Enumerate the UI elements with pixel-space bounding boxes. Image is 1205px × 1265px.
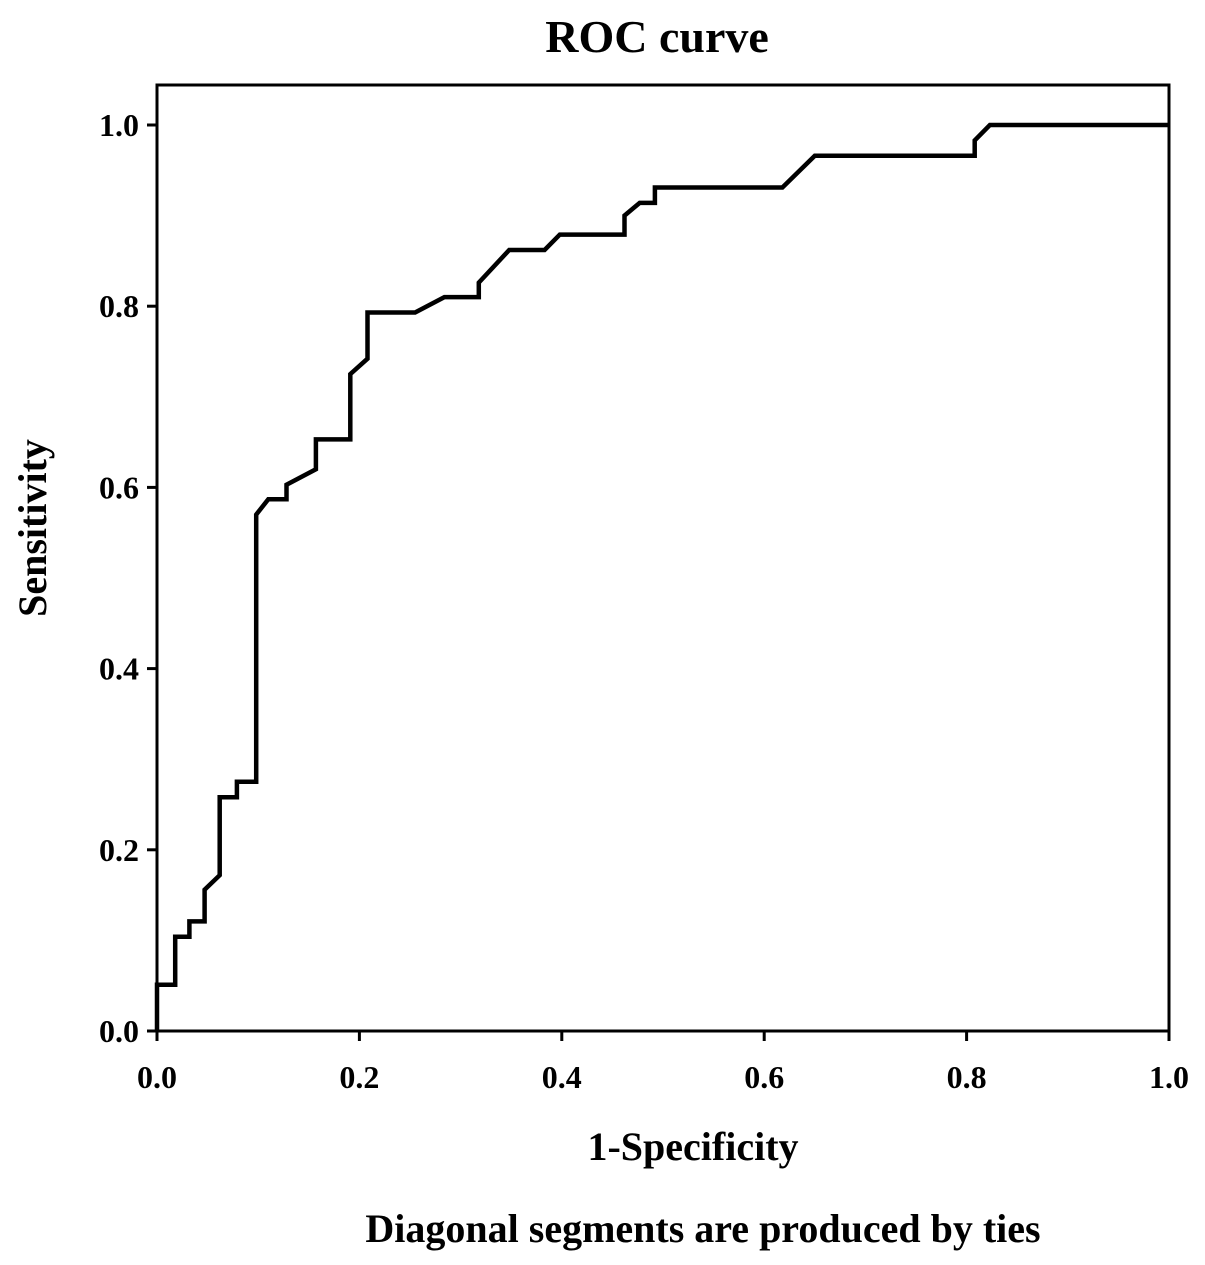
y-tick-label: 1.0 [99, 107, 139, 143]
y-tick-label: 0.4 [99, 651, 139, 687]
x-tick-label: 0.2 [339, 1059, 379, 1095]
chart-title: ROC curve [545, 11, 769, 62]
roc-curve-line [154, 122, 1169, 1031]
x-axis: 0.0 0.2 0.4 0.6 0.8 1.0 [137, 1031, 1189, 1095]
x-axis-label: 1-Specificity [587, 1124, 798, 1169]
y-axis: 0.0 0.2 0.4 0.6 0.8 1.0 [99, 107, 157, 1049]
y-tick-label: 0.0 [99, 1013, 139, 1049]
y-tick-label: 0.8 [99, 288, 139, 324]
y-tick-label: 0.2 [99, 832, 139, 868]
x-tick-label: 1.0 [1149, 1059, 1189, 1095]
x-tick-label: 0.0 [137, 1059, 177, 1095]
x-tick-label: 0.6 [744, 1059, 784, 1095]
y-axis-label: Sensitivity [10, 439, 55, 617]
footnote: Diagonal segments are produced by ties [365, 1206, 1040, 1251]
x-tick-label: 0.4 [542, 1059, 582, 1095]
plot-frame [155, 83, 1171, 1033]
y-tick-label: 0.6 [99, 469, 139, 505]
x-tick-label: 0.8 [947, 1059, 987, 1095]
